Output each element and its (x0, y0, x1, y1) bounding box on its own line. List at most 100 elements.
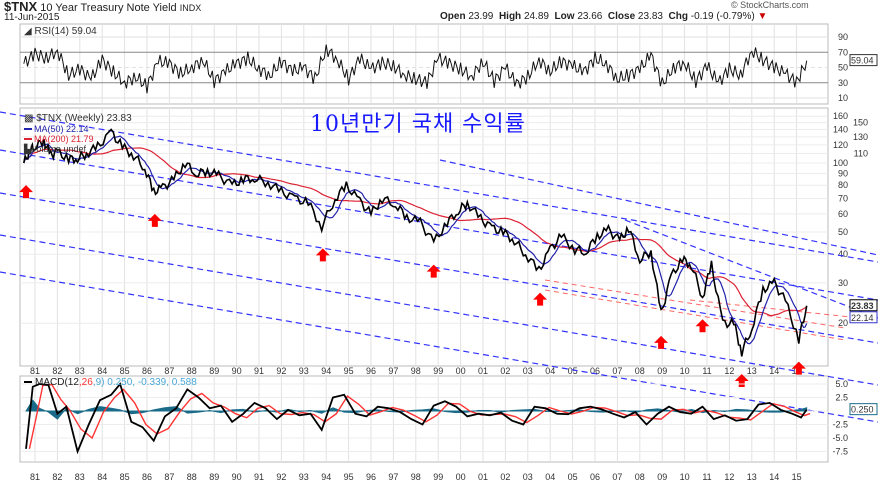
rsi-line (23, 44, 808, 94)
x-tick-label: 91 (254, 366, 264, 376)
rsi-legend: ◢ RSI(14) 59.04 (24, 26, 97, 37)
x-tick-label: 00 (456, 472, 466, 482)
x-tick-label: 95 (344, 366, 354, 376)
macd-current-label: 0.250 (851, 405, 874, 415)
red-up-arrow-icon (695, 319, 710, 333)
chart-date: 11-Jun-2015 (4, 12, 60, 23)
open-label: Open (440, 11, 466, 22)
macd-tick-label: -2.5 (832, 420, 848, 430)
price-tick-label: 120 (833, 140, 848, 150)
macd-line (25, 382, 808, 455)
x-tick-label: 94 (321, 366, 331, 376)
x-tick-label: 81 (30, 366, 40, 376)
red-up-arrow-icon (791, 361, 806, 375)
korean-annotation: 10년만기 국채 수익률 (310, 112, 526, 137)
x-tick-label: 07 (612, 472, 622, 482)
macd-signal-line (28, 383, 811, 449)
x-tick-label: 98 (411, 472, 421, 482)
x-tick-label: 15 (792, 472, 802, 482)
price-tick-label: 150 (853, 118, 868, 128)
price-tick-label: 60 (838, 209, 848, 219)
exchange: INDX (179, 3, 202, 13)
ma50-legend: MA(50) 22.14 (34, 124, 89, 134)
trend-channel-line (0, 234, 878, 386)
x-tick-label: 92 (276, 366, 286, 376)
x-tick-label: 10 (680, 472, 690, 482)
ma50-current-label: 22.14 (851, 313, 874, 323)
x-tick-label: 02 (500, 472, 510, 482)
x-tick-label: 84 (97, 366, 107, 376)
x-tick-label: 85 (120, 366, 130, 376)
close-value: 23.83 (637, 11, 663, 22)
x-tick-label: 86 (142, 472, 152, 482)
open-value: 23.99 (468, 11, 494, 22)
red-up-arrow-icon (315, 248, 330, 262)
price-line (23, 128, 808, 357)
ohlc-summary: Open 23.99 High 24.89 Low 23.66 Close 23… (440, 11, 767, 22)
trend-channel-line (0, 149, 878, 301)
red-up-arrow-icon (147, 213, 162, 227)
x-tick-label: 11 (702, 472, 711, 482)
price-tick-label: 130 (853, 132, 868, 142)
x-tick-label: 12 (724, 366, 734, 376)
credit: © StockCharts.com (731, 0, 809, 10)
x-tick-label: 92 (276, 472, 286, 482)
chart-title: $TNX 10 Year Treasury Note Yield INDX (4, 0, 201, 15)
x-tick-label: 99 (433, 366, 443, 376)
x-tick-label: 82 (52, 472, 62, 482)
x-tick-label: 87 (164, 472, 174, 482)
x-tick-label: 05 (568, 472, 578, 482)
x-tick-label: 96 (366, 366, 376, 376)
price-current-box (849, 299, 878, 312)
x-tick-label: 93 (299, 366, 309, 376)
price-legend: ▩ $TNX (Weekly) 23.83 (24, 113, 132, 124)
x-tick-label: 86 (142, 366, 152, 376)
x-tick-label: 85 (120, 472, 130, 482)
rsi-current-box (849, 54, 878, 67)
x-tick-label: 97 (388, 472, 398, 482)
ma50-current-box (849, 311, 878, 324)
price-tick-label: 90 (838, 168, 848, 178)
x-tick-label: 06 (590, 472, 600, 482)
red-up-arrow-icon (654, 335, 669, 349)
red-trend-line (544, 279, 846, 329)
x-tick-label: 03 (523, 472, 533, 482)
x-tick-label: 08 (635, 472, 645, 482)
symbol: $TNX (4, 0, 38, 14)
x-tick-label: 05 (568, 366, 578, 376)
x-tick-label: 89 (209, 366, 219, 376)
ma50-line (23, 135, 808, 345)
red-up-arrow-icon (19, 185, 34, 199)
x-tick-label: 04 (545, 366, 555, 376)
change-label: Chg (668, 11, 688, 22)
red-trend-line (544, 289, 846, 341)
x-tick-label: 09 (657, 366, 667, 376)
x-tick-label: 13 (747, 472, 757, 482)
macd-tick-label: -7.5 (832, 447, 848, 457)
x-tick-label: 88 (187, 366, 197, 376)
x-tick-label: 95 (344, 472, 354, 482)
x-tick-label: 89 (209, 472, 219, 482)
price-tick-label: 140 (833, 125, 848, 135)
x-tick-label: 04 (545, 472, 555, 482)
macd-tick-label: 5.0 (835, 379, 848, 389)
red-up-arrow-icon (734, 374, 749, 388)
x-tick-label: 11 (702, 366, 711, 376)
trend-channel-line (624, 219, 878, 319)
price-tick-label: 70 (838, 194, 848, 204)
low-value: 23.66 (577, 11, 603, 22)
x-tick-label: 83 (75, 366, 85, 376)
x-tick-label: 84 (97, 472, 107, 482)
macd-tick-label: -5.0 (832, 433, 848, 443)
x-tick-label: 02 (500, 366, 510, 376)
x-tick-label: 94 (321, 472, 331, 482)
x-tick-label: 83 (75, 472, 85, 482)
x-tick-label: 01 (478, 366, 488, 376)
rsi-tick-label: 10 (838, 93, 848, 103)
x-tick-label: 06 (590, 366, 600, 376)
instrument-name: 10 Year Treasury Note Yield (40, 2, 177, 14)
trend-channel-line (0, 111, 878, 263)
red-trend-line (689, 299, 861, 319)
rsi-tick-label: 50 (838, 63, 848, 73)
